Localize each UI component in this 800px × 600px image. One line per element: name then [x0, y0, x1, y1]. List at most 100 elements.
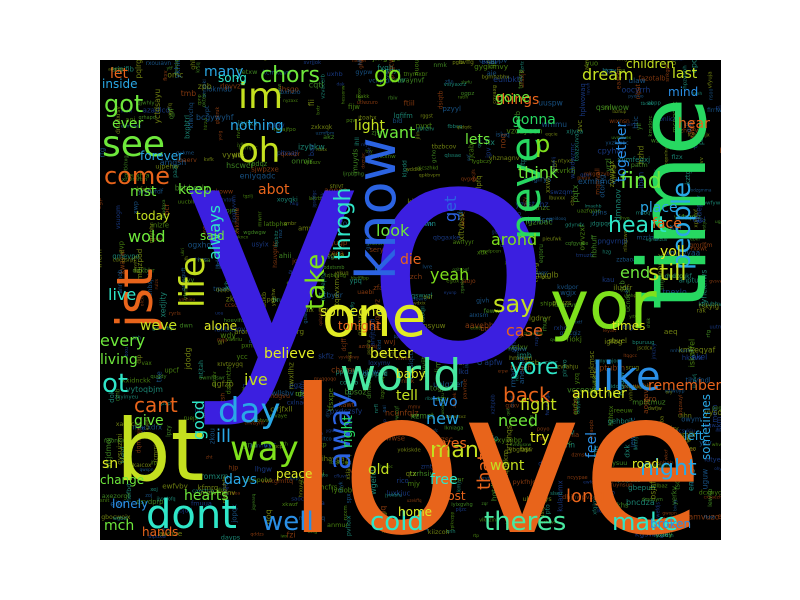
background-word: nyzaxc: [283, 99, 299, 104]
background-word: pqonlnao: [664, 144, 670, 166]
background-word: jyokbfu: [384, 492, 402, 498]
background-word: hplwowaq: [579, 83, 587, 116]
cloud-word: bt: [116, 401, 204, 501]
background-word: qsdqdc: [457, 125, 473, 130]
background-word: mzfvmcnv: [201, 489, 236, 497]
background-word: iuvuh: [586, 82, 592, 94]
background-word: euiibktl: [493, 75, 522, 84]
background-word: yctdsayu: [153, 89, 162, 124]
background-word: ujpehw: [155, 163, 179, 171]
background-word: wllsbv: [271, 389, 294, 398]
cloud-word: light: [354, 118, 386, 134]
background-word: ewfvby: [162, 481, 188, 490]
background-word: ptubfh: [599, 364, 625, 373]
background-word: ukri: [180, 248, 185, 256]
background-word: fbbcq: [447, 124, 462, 130]
background-word: ezmc: [443, 191, 463, 200]
cloud-word: theres: [484, 507, 566, 537]
background-word: ypq: [350, 277, 362, 285]
background-word: agacwy: [260, 326, 284, 333]
background-word: pzp: [161, 401, 171, 407]
background-word: omc: [167, 71, 183, 80]
background-word: fhyyjit: [420, 356, 428, 377]
background-word: ebkf: [690, 237, 700, 243]
background-word: zxkxqk: [311, 124, 333, 131]
background-word: twxdxv: [502, 343, 527, 351]
word-cloud: snitjssbyrqpxxlhyokfxbjijlinqnnrykuwcvcd…: [100, 60, 721, 540]
background-word: svrjjok: [304, 60, 323, 66]
background-word: azus: [288, 268, 304, 276]
background-word: bcr: [162, 204, 171, 216]
cloud-word: come: [104, 162, 170, 190]
background-word: molrlzs: [592, 367, 601, 395]
background-word: qysuizmi: [115, 433, 124, 464]
background-word: xgyzhpmd: [492, 461, 499, 493]
background-word: uou: [215, 311, 223, 316]
background-word: vsiyaxrz: [444, 82, 467, 88]
background-word: utlwzuro: [357, 100, 378, 106]
background-word: qwjt: [406, 311, 422, 320]
background-word: ryuls: [243, 383, 258, 390]
background-word: dzsgnttz: [225, 366, 233, 394]
background-word: ustpcb: [539, 497, 546, 518]
background-word: itco: [322, 437, 332, 443]
background-word: annmob: [118, 269, 124, 293]
background-word: mbjzpod: [135, 248, 144, 280]
background-word: xijvka: [566, 130, 583, 136]
background-word: bmyglb: [530, 270, 559, 279]
background-word: xej: [150, 487, 158, 493]
background-word: kaicox: [133, 463, 152, 469]
background-word-texture: snitjssbyrqpxxlhyokfxbjijlinqnnrykuwcvcd…: [100, 60, 721, 540]
background-word: mwnr: [257, 211, 263, 227]
background-word: debmj: [500, 243, 517, 249]
background-word: kgswkgk: [635, 530, 669, 539]
background-word: npz: [192, 187, 202, 193]
cloud-word: never: [501, 119, 550, 240]
background-word: ijyxdofq: [157, 496, 176, 502]
background-word: wdy: [220, 331, 236, 340]
background-word: romxrn: [201, 472, 229, 481]
background-word: coyaxg: [492, 85, 498, 104]
cloud-word: thats: [474, 444, 495, 490]
background-word: lcpywvqf: [395, 406, 401, 430]
background-word: iayixx: [238, 119, 258, 127]
background-word: bpu: [394, 334, 403, 340]
background-word: vhznagnv: [489, 155, 520, 162]
background-word: xzltpbb: [490, 394, 496, 415]
background-word: ykhidjuy: [173, 60, 182, 78]
background-word: xzmzt: [411, 411, 434, 420]
cloud-word: like: [592, 354, 661, 400]
background-word: vlknzina: [479, 518, 499, 524]
background-word: xewa: [309, 500, 325, 507]
cloud-word: mst: [130, 184, 157, 200]
background-word: fbkbxvoy: [214, 326, 245, 334]
background-word: gbepuh: [628, 483, 655, 492]
background-word: dtsl: [693, 216, 706, 224]
background-word: uguw: [701, 469, 710, 490]
background-word: ltqgcc: [623, 353, 637, 359]
background-word: macxdrx: [133, 423, 163, 431]
cloud-word: try: [530, 430, 550, 446]
background-word: mijo: [217, 338, 228, 344]
background-word: floxb: [704, 514, 715, 520]
cloud-word: end: [620, 263, 650, 282]
background-word: jylkig: [236, 142, 249, 148]
background-word: dok: [108, 390, 116, 402]
background-word: bgs: [480, 325, 492, 333]
background-word: lkntnj: [634, 437, 640, 450]
background-word: vmwehh: [622, 382, 651, 390]
background-word: eaaphn: [615, 66, 622, 89]
background-word: wkxf: [664, 449, 670, 460]
background-word: ulaw: [628, 76, 645, 85]
cloud-word: alone: [204, 319, 237, 333]
background-word: yuo: [586, 60, 598, 68]
background-word: dqqeqsn: [216, 288, 239, 294]
background-word: xfqijma: [592, 496, 598, 515]
background-word: znifk: [663, 516, 670, 531]
background-word: xvkhsme: [235, 207, 241, 234]
background-word: qsjoowlj: [551, 157, 557, 175]
cloud-word: gonna: [512, 112, 556, 128]
cloud-word: left: [684, 429, 704, 443]
background-word: cgp: [100, 198, 103, 210]
